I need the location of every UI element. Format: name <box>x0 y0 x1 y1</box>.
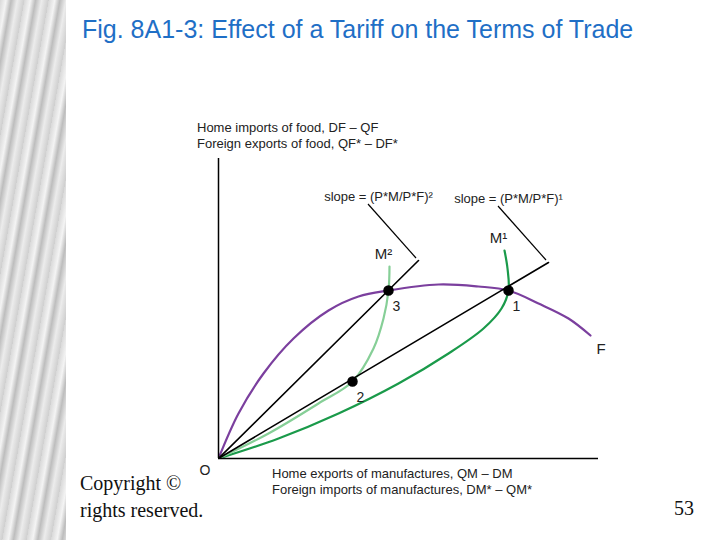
svg-text:slope = (P*M/P*F)²: slope = (P*M/P*F)² <box>324 189 433 204</box>
html-text:Home imports of food, DF – QF: Home imports of food, DF – QF <box>197 120 379 135</box>
svg-text:M¹: M¹ <box>490 229 508 246</box>
html-text:Home exports of manufactures,: Home exports of manufactures, QM – DM <box>272 466 513 481</box>
html-text:rights reserved.: rights reserved. <box>80 499 204 521</box>
svg-text:3: 3 <box>393 298 401 314</box>
svg-text:M²: M² <box>375 245 393 262</box>
html-text:53: 53 <box>674 497 694 519</box>
html-text:Foreign exports of food, QF* –: Foreign exports of food, QF* – DF* <box>197 136 398 151</box>
html-text:Foreign imports of manufacture: Foreign imports of manufactures, DM* – Q… <box>272 482 533 497</box>
svg-text:2: 2 <box>357 389 365 405</box>
svg-text:1: 1 <box>513 298 521 314</box>
svg-text:F: F <box>597 340 606 357</box>
svg-text:slope = (P*M/P*F)¹: slope = (P*M/P*F)¹ <box>454 191 563 206</box>
svg-text:O: O <box>200 462 211 478</box>
html-text:Fig. 8A1-3: Effect of a Tariff: Fig. 8A1-3: Effect of a Tariff on the Te… <box>82 15 634 43</box>
html-text:Copyright ©: Copyright © <box>80 472 182 494</box>
